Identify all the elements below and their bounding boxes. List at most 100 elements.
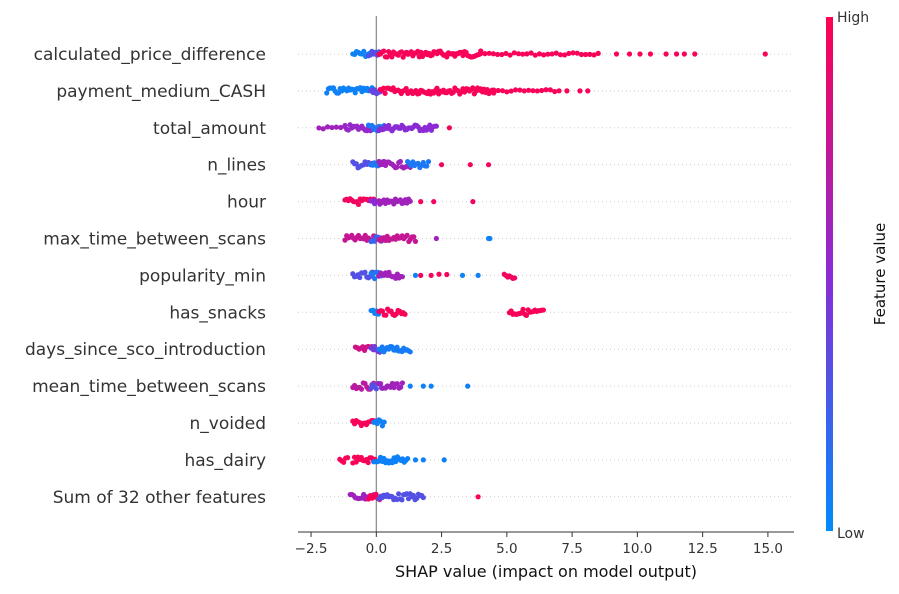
- shap-point: [362, 269, 368, 275]
- shap-point: [557, 52, 564, 58]
- x-axis: −2.5 0.0 2.5 5.0 7.5 10.0 12.5 15.0: [295, 531, 794, 557]
- shap-point: [626, 51, 633, 57]
- shap-point: [399, 274, 406, 280]
- shap-point: [503, 50, 509, 57]
- shap-point: [371, 238, 378, 244]
- shap-point: [384, 54, 390, 60]
- shap-point: [371, 275, 378, 282]
- x-tick-label: 0.0: [366, 541, 387, 557]
- shap-point: [446, 125, 453, 131]
- shap-point: [478, 50, 484, 57]
- shap-point: [424, 163, 430, 169]
- shap-point: [436, 271, 442, 277]
- shap-point: [541, 52, 547, 58]
- shap-point: [357, 274, 363, 281]
- shap-point: [378, 381, 384, 387]
- feature-labels: calculated_price_difference payment_mediu…: [25, 45, 266, 508]
- shap-point: [637, 51, 643, 57]
- shap-point: [402, 311, 408, 317]
- shap-point: [399, 380, 406, 386]
- shap-point: [512, 275, 518, 281]
- shap-point: [595, 50, 601, 56]
- colorbar-title: Feature value: [871, 223, 889, 325]
- shap-point: [382, 90, 388, 96]
- shap-point: [517, 87, 523, 93]
- shap-point: [499, 88, 506, 94]
- colorbar-low-label: Low: [837, 526, 865, 542]
- shap-point: [411, 234, 417, 240]
- shap-point: [520, 306, 526, 312]
- shap-point: [491, 87, 497, 93]
- shap-point: [530, 88, 536, 94]
- shap-point: [762, 51, 768, 57]
- shap-point: [352, 90, 358, 96]
- shap-point: [338, 124, 344, 131]
- shap-point: [441, 457, 447, 463]
- feature-label: Sum of 32 other features: [53, 488, 266, 508]
- shap-point: [577, 88, 583, 94]
- shap-point: [494, 51, 501, 58]
- shap-point: [547, 87, 553, 93]
- shap-point: [525, 87, 532, 93]
- shap-point: [399, 497, 405, 503]
- shap-point: [536, 51, 543, 57]
- shap-point: [394, 381, 400, 387]
- shap-point: [353, 161, 359, 167]
- feature-label: hour: [227, 193, 266, 213]
- shap-point: [404, 232, 410, 238]
- shap-point: [532, 52, 538, 58]
- shap-point: [482, 51, 488, 57]
- shap-point: [412, 272, 419, 278]
- feature-label: payment_medium_CASH: [56, 82, 266, 102]
- shap-point: [534, 88, 540, 94]
- shap-point: [613, 51, 620, 57]
- colorbar-gradient: [826, 17, 833, 531]
- shap-point: [373, 386, 379, 392]
- shap-point: [428, 383, 434, 389]
- feature-label: mean_time_between_scans: [32, 377, 266, 397]
- feature-label: n_voided: [190, 414, 267, 434]
- shap-point: [418, 272, 424, 278]
- shap-point: [543, 87, 549, 93]
- shap-point: [663, 51, 669, 57]
- shap-point: [528, 50, 534, 56]
- x-tick-label: 10.0: [622, 541, 652, 557]
- x-tick-label: −2.5: [295, 541, 328, 557]
- shap-point: [465, 383, 471, 389]
- shap-point: [539, 87, 545, 94]
- shap-point: [591, 52, 597, 58]
- feature-label: n_lines: [207, 156, 266, 176]
- shap-point: [438, 162, 445, 168]
- feature-label: max_time_between_scans: [43, 230, 266, 250]
- shap-point: [381, 48, 387, 54]
- shap-point: [433, 123, 439, 129]
- shap-point: [324, 124, 331, 130]
- shap-point: [587, 51, 593, 57]
- x-axis-label: SHAP value (impact on model output): [395, 562, 697, 581]
- shap-point: [524, 51, 530, 57]
- x-tick-label: 7.5: [561, 541, 582, 557]
- shap-point: [420, 457, 426, 463]
- shap-point: [521, 88, 527, 94]
- shap-point: [570, 50, 576, 56]
- shap-point: [412, 457, 419, 463]
- shap-point: [692, 51, 698, 57]
- shap-point: [499, 51, 505, 58]
- shap-point: [487, 235, 493, 242]
- shap-point: [545, 51, 551, 57]
- x-tick-label: 12.5: [688, 541, 718, 557]
- colorbar: High Low Feature value: [826, 10, 889, 542]
- x-tick-label: 15.0: [753, 541, 783, 557]
- feature-label: days_since_sco_introduction: [25, 340, 266, 360]
- shap-point: [365, 459, 371, 466]
- shap-point: [552, 88, 558, 95]
- shap-point: [431, 199, 437, 205]
- shap-point: [434, 85, 440, 91]
- shap-point: [490, 51, 496, 57]
- shap-point: [407, 198, 413, 204]
- shap-point: [383, 312, 389, 318]
- shap-point: [475, 494, 481, 500]
- shap-point: [549, 51, 555, 57]
- points-layer: [316, 48, 768, 503]
